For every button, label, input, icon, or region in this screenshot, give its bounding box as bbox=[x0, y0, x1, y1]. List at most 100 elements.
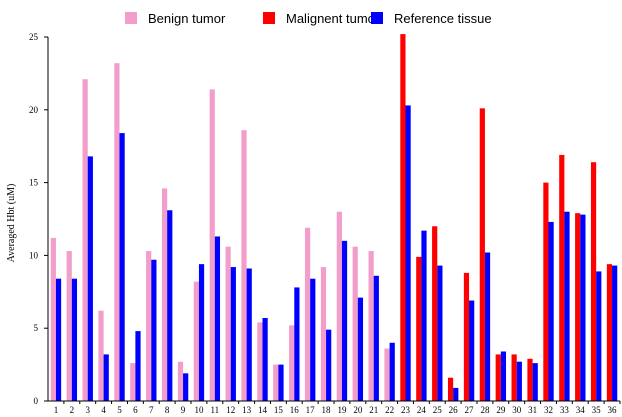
bar-benign-tumor-9 bbox=[177, 361, 184, 401]
bar-reference-tissue-27 bbox=[469, 300, 475, 401]
x-tick-label: 34 bbox=[576, 405, 586, 415]
bar-reference-tissue-14 bbox=[262, 318, 268, 401]
bar-reference-tissue-31 bbox=[532, 363, 538, 401]
x-tick-label: 3 bbox=[85, 405, 90, 415]
y-tick-label: 25 bbox=[29, 32, 39, 42]
legend-swatch-2 bbox=[371, 12, 383, 24]
x-tick-label: 36 bbox=[608, 405, 618, 415]
bar-malignent-tumor-30 bbox=[511, 354, 517, 401]
bar-malignent-tumor-28 bbox=[479, 108, 485, 401]
x-tick-label: 11 bbox=[210, 405, 219, 415]
bar-reference-tissue-13 bbox=[246, 268, 252, 401]
x-tick-label: 6 bbox=[133, 405, 138, 415]
bar-benign-tumor-5 bbox=[114, 63, 120, 402]
x-tick-label: 27 bbox=[465, 405, 475, 415]
bar-benign-tumor-10 bbox=[193, 281, 199, 401]
y-tick-label: 15 bbox=[29, 178, 39, 188]
bar-malignent-tumor-34 bbox=[575, 213, 581, 401]
bar-malignent-tumor-32 bbox=[543, 182, 549, 401]
legend-swatch-0 bbox=[125, 12, 137, 24]
bar-benign-tumor-6 bbox=[130, 363, 136, 401]
bar-reference-tissue-19 bbox=[341, 240, 348, 401]
bar-benign-tumor-7 bbox=[146, 251, 152, 401]
bar-malignent-tumor-29 bbox=[495, 354, 501, 401]
bar-benign-tumor-11 bbox=[209, 89, 215, 402]
x-tick-label: 5 bbox=[117, 405, 122, 415]
x-tick-label: 10 bbox=[194, 405, 204, 415]
bar-benign-tumor-14 bbox=[257, 322, 263, 401]
bar-benign-tumor-18 bbox=[320, 267, 327, 401]
bar-reference-tissue-18 bbox=[326, 329, 332, 401]
x-tick-label: 9 bbox=[181, 405, 186, 415]
bar-reference-tissue-3 bbox=[87, 156, 93, 401]
bar-reference-tissue-23 bbox=[405, 105, 411, 402]
bar-reference-tissue-15 bbox=[278, 364, 284, 401]
x-tick-label: 4 bbox=[101, 405, 106, 415]
bar-benign-tumor-8 bbox=[161, 188, 168, 401]
x-tick-label: 28 bbox=[480, 405, 490, 415]
legend: Benign tumor Malignent tumor Reference tis… bbox=[125, 11, 492, 26]
bar-reference-tissue-35 bbox=[596, 271, 602, 401]
bar-reference-tissue-2 bbox=[71, 278, 78, 401]
y-tick-label: 20 bbox=[29, 105, 39, 115]
plot-area bbox=[50, 34, 618, 402]
legend-label-1: Malignent tumor bbox=[286, 11, 380, 26]
bar-reference-tissue-11 bbox=[214, 236, 221, 401]
bar-benign-tumor-22 bbox=[384, 348, 390, 401]
x-tick-label: 33 bbox=[560, 405, 570, 415]
x-tick-label: 8 bbox=[165, 405, 170, 415]
bar-malignent-tumor-31 bbox=[527, 358, 533, 401]
bar-malignent-tumor-26 bbox=[447, 377, 454, 401]
legend-label-0: Benign tumor bbox=[148, 11, 226, 26]
legend-swatch-1 bbox=[263, 12, 275, 24]
y-tick-label: 5 bbox=[34, 323, 39, 333]
bar-malignent-tumor-36 bbox=[606, 264, 613, 401]
x-tick-label: 22 bbox=[385, 405, 394, 415]
x-tick-label: 7 bbox=[149, 405, 154, 415]
x-tick-label: 29 bbox=[496, 405, 506, 415]
bar-reference-tissue-25 bbox=[437, 265, 443, 401]
x-tick-label: 20 bbox=[353, 405, 363, 415]
bar-malignent-tumor-24 bbox=[416, 256, 422, 401]
bar-benign-tumor-17 bbox=[304, 227, 311, 401]
bar-reference-tissue-30 bbox=[516, 361, 522, 401]
bar-benign-tumor-16 bbox=[289, 325, 295, 401]
x-tick-label: 30 bbox=[512, 405, 522, 415]
bar-reference-tissue-7 bbox=[151, 259, 157, 401]
legend-label-2: Reference tissue bbox=[394, 11, 492, 26]
bar-reference-tissue-34 bbox=[580, 214, 586, 401]
bar-reference-tissue-1 bbox=[55, 278, 62, 401]
x-tick-label: 31 bbox=[528, 405, 537, 415]
bar-malignent-tumor-27 bbox=[463, 272, 470, 401]
bar-reference-tissue-17 bbox=[310, 278, 316, 401]
bar-reference-tissue-6 bbox=[135, 331, 141, 401]
bar-reference-tissue-26 bbox=[453, 387, 459, 401]
x-axis: 1 2 3 4 5 6 7 8 9 10 11 12 13 14 15 16 17 18 19 20 21 22 23 24 2… bbox=[48, 400, 621, 415]
bar-benign-tumor-13 bbox=[241, 130, 247, 401]
bar-reference-tissue-9 bbox=[183, 373, 189, 401]
bar-malignent-tumor-35 bbox=[590, 162, 597, 401]
x-tick-label: 1 bbox=[54, 405, 59, 415]
bar-reference-tissue-22 bbox=[389, 342, 395, 401]
x-tick-label: 21 bbox=[369, 405, 378, 415]
bar-reference-tissue-32 bbox=[548, 221, 554, 401]
x-tick-label: 2 bbox=[70, 405, 75, 415]
x-tick-label: 25 bbox=[433, 405, 443, 415]
y-tick-label: 0 bbox=[34, 396, 39, 406]
bar-reference-tissue-16 bbox=[294, 287, 300, 401]
y-axis-label: Averaged Hbt (uM) bbox=[6, 184, 17, 263]
bar-reference-tissue-20 bbox=[357, 297, 364, 401]
bar-malignent-tumor-23 bbox=[400, 34, 406, 402]
bar-benign-tumor-15 bbox=[273, 364, 279, 401]
bar-reference-tissue-12 bbox=[230, 267, 236, 401]
bar-benign-tumor-20 bbox=[352, 246, 358, 401]
bar-benign-tumor-1 bbox=[50, 237, 56, 401]
bar-reference-tissue-36 bbox=[612, 265, 618, 401]
x-tick-label: 13 bbox=[242, 405, 252, 415]
x-tick-label: 14 bbox=[258, 405, 268, 415]
x-tick-label: 12 bbox=[226, 405, 235, 415]
bar-benign-tumor-21 bbox=[368, 251, 374, 401]
bar-benign-tumor-2 bbox=[66, 251, 72, 401]
x-tick-label: 24 bbox=[417, 405, 427, 415]
